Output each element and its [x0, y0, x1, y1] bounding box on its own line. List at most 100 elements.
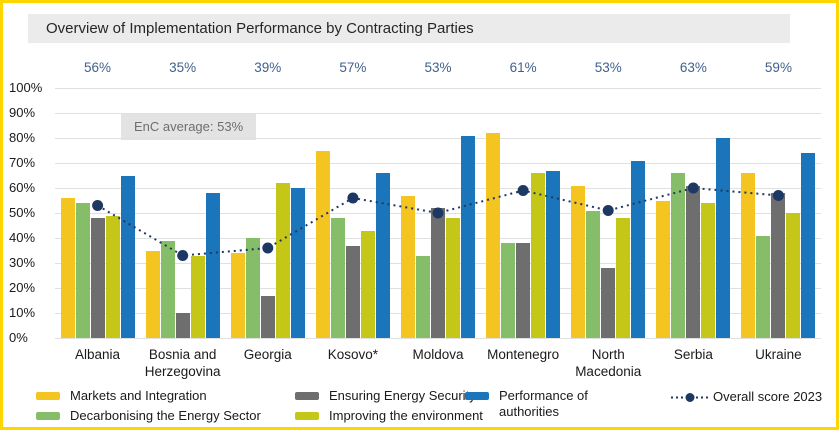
gridline — [55, 338, 821, 339]
bar — [330, 218, 345, 338]
bar — [586, 210, 601, 338]
bar — [771, 193, 786, 338]
bar — [90, 218, 105, 338]
bar — [230, 253, 245, 338]
y-axis-tick-label: 90% — [9, 105, 36, 120]
bar — [631, 160, 646, 338]
legend-label: Performance of authorities — [499, 388, 588, 420]
bar — [801, 153, 816, 338]
legend-item-authorities: Performance of authorities — [465, 388, 609, 421]
x-axis-category-label: Moldova — [412, 347, 464, 362]
legend-label: Improving the environment — [329, 408, 483, 423]
bar — [60, 198, 75, 338]
x-axis-category-label: Bosnia and Herzegovina — [144, 347, 221, 379]
x-axis-category-label: Georgia — [243, 347, 292, 362]
bar-group-ukraine — [736, 88, 821, 338]
decarbonising-swatch-icon — [36, 412, 60, 420]
chart-title: Overview of Implementation Performance b… — [46, 20, 474, 37]
bar — [671, 173, 686, 338]
bar-group-georgia — [225, 88, 310, 338]
bar — [245, 238, 260, 338]
bar — [430, 208, 445, 338]
legend-label: Markets and Integration — [70, 388, 207, 403]
bar — [741, 173, 756, 338]
bar — [501, 243, 516, 338]
bar — [120, 175, 135, 338]
bar — [486, 133, 501, 338]
y-axis-tick-label: 10% — [9, 305, 36, 320]
overall-score-label: 57% — [339, 60, 367, 75]
security-swatch-icon — [295, 392, 319, 400]
bar — [175, 313, 190, 338]
gridline — [55, 188, 821, 189]
gridline — [55, 138, 821, 139]
authorities-swatch-icon — [465, 392, 489, 400]
overall-score-line — [92, 182, 784, 261]
bar — [571, 185, 586, 338]
overall-score-label: 35% — [169, 60, 197, 75]
bar — [400, 195, 415, 338]
overall-score-marker — [687, 182, 699, 194]
bar — [656, 200, 671, 338]
x-axis-category-label: North Macedonia — [575, 347, 642, 379]
bar — [290, 188, 305, 338]
overall-score-label: 61% — [509, 60, 537, 75]
overall-score-label: 39% — [254, 60, 282, 75]
y-axis-tick-label: 50% — [9, 205, 36, 220]
bar — [105, 215, 120, 338]
bar — [375, 173, 390, 338]
bar — [345, 245, 360, 338]
bar — [546, 170, 561, 338]
plot-area — [55, 88, 821, 339]
overall-score-marker — [262, 242, 274, 254]
overall-score-label: 53% — [594, 60, 622, 75]
bar — [716, 138, 731, 338]
overall-score-label: 53% — [424, 60, 452, 75]
legend-label: Overall score 2023 — [713, 389, 823, 404]
y-axis-tick-label: 60% — [9, 180, 36, 195]
legend-item-markets: Markets and Integration — [36, 388, 207, 404]
overall-score-marker — [92, 200, 104, 211]
bar — [260, 295, 275, 338]
bar-group-albania — [55, 88, 140, 338]
overall-score-marker — [432, 207, 444, 219]
bar — [205, 193, 220, 338]
bar — [686, 185, 701, 338]
y-axis-tick-label: 70% — [9, 155, 36, 170]
bar — [75, 203, 90, 338]
x-axis-category-label: Serbia — [673, 347, 713, 362]
legend-item-decarbonising: Decarbonising the Energy Sector — [36, 408, 261, 424]
bar-group-serbia — [651, 88, 736, 338]
bar — [160, 240, 175, 338]
bar — [275, 183, 290, 338]
overall-score-label: 63% — [679, 60, 707, 75]
bar — [445, 218, 460, 338]
legend-item-environment: Improving the environment — [295, 408, 483, 424]
chart-title-bar: Overview of Implementation Performance b… — [28, 14, 790, 43]
markets-swatch-icon — [36, 392, 60, 400]
overall-score-marker — [347, 192, 359, 204]
bar — [616, 218, 631, 338]
bar — [756, 235, 771, 338]
dotted-line-marker-icon — [671, 393, 709, 402]
bar — [315, 150, 330, 338]
overall-score-marker — [602, 205, 614, 216]
gridline — [55, 163, 821, 164]
enc-average-annotation: EnC average: 53% — [121, 113, 257, 140]
bar-group-north-macedonia — [566, 88, 651, 338]
bar — [145, 250, 160, 338]
gridline — [55, 113, 821, 114]
x-axis-category-label: Albania — [75, 347, 121, 362]
x-axis-category-label: Montenegro — [487, 347, 560, 362]
bar — [415, 255, 430, 338]
y-axis-tick-label: 30% — [9, 255, 36, 270]
bar — [516, 243, 531, 338]
bar — [701, 203, 716, 338]
overall-score-marker — [177, 250, 189, 261]
bar — [360, 230, 375, 338]
bar — [786, 213, 801, 338]
y-axis-tick-label: 0% — [9, 330, 28, 345]
bar-group-bosnia-and-herzegovina — [140, 88, 225, 338]
bar — [531, 173, 546, 338]
